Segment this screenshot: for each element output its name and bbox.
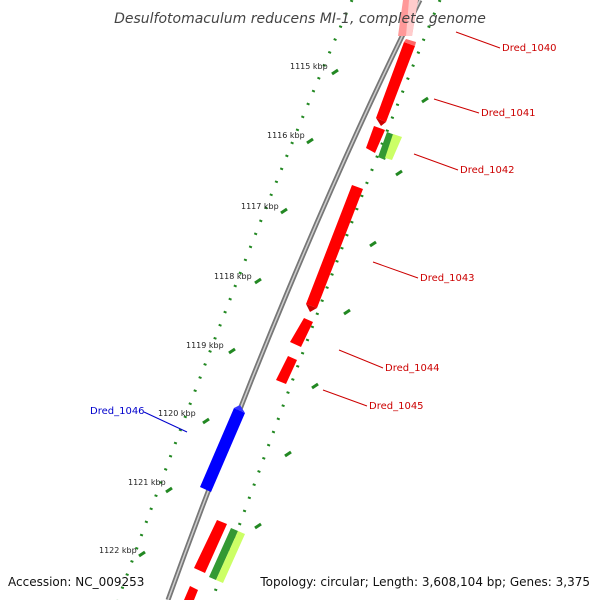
gene-dred-1040[interactable] <box>398 0 418 36</box>
tick-label: 1121 kbp <box>128 478 166 487</box>
inner-dot-track <box>210 0 442 600</box>
gene-dred-1045[interactable] <box>276 356 297 384</box>
gene-label-dred-1044[interactable]: Dred_1044 <box>385 363 440 374</box>
gene-dred-1046[interactable] <box>200 405 245 492</box>
gene-dred-1042-b[interactable] <box>378 132 402 160</box>
tick-label: 1117 kbp <box>241 202 279 211</box>
gene-label-dred-1045[interactable]: Dred_1045 <box>369 401 424 412</box>
gene-label-dred-1042[interactable]: Dred_1042 <box>460 165 515 176</box>
gene-unlabeled-3[interactable] <box>184 586 198 600</box>
gene-dred-1041[interactable] <box>376 39 416 126</box>
tick-marks <box>138 68 339 558</box>
accession-text: Accession: NC_009253 <box>8 575 144 589</box>
label-leaders <box>322 31 501 407</box>
tick-label: 1116 kbp <box>267 131 305 140</box>
genome-summary-text: Topology: circular; Length: 3,608,104 bp… <box>259 575 590 589</box>
tick-label: 1119 kbp <box>186 341 224 350</box>
tick-label: 1115 kbp <box>290 62 328 71</box>
map-title: Desulfotomaculum reducens MI-1, complete… <box>114 11 486 27</box>
gene-label-dred-1043[interactable]: Dred_1043 <box>420 273 475 284</box>
gene-dred-1042-a[interactable] <box>366 126 385 153</box>
tick-label: 1120 kbp <box>158 409 196 418</box>
gene-label-dred-1040[interactable]: Dred_1040 <box>502 43 557 54</box>
inner-tick-marks <box>254 96 429 530</box>
gene-unlabeled-2[interactable] <box>209 528 245 583</box>
gene-label-dred-1046[interactable]: Dred_1046 <box>90 406 145 417</box>
gene-label-dred-1041[interactable]: Dred_1041 <box>481 108 536 119</box>
gene-dred-1043[interactable] <box>306 185 363 312</box>
tick-label: 1122 kbp <box>99 546 137 555</box>
gene-dred-1044[interactable] <box>290 318 313 347</box>
label-leader-reverse <box>143 411 188 433</box>
gene-unlabeled-1[interactable] <box>194 520 227 573</box>
tick-label: 1118 kbp <box>214 272 252 281</box>
genome-backbone <box>165 0 423 600</box>
